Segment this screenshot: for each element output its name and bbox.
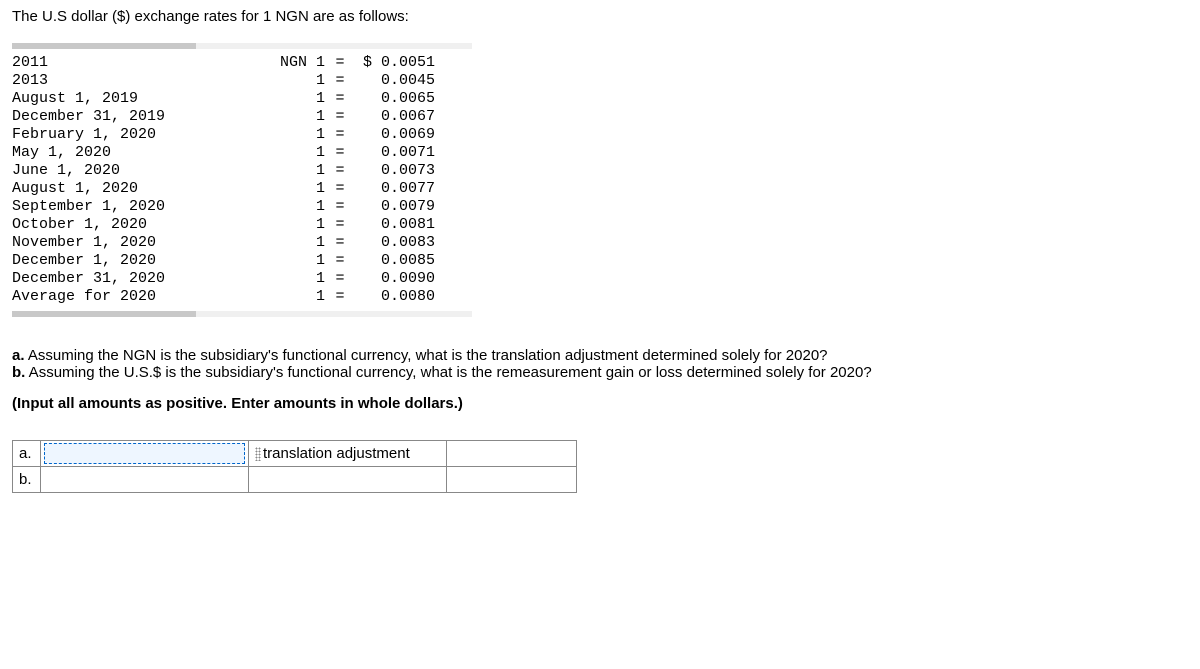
rate-equals: =: [325, 53, 355, 71]
answer-a-dropdown-cell[interactable]: [41, 441, 249, 467]
rate-unit: 1: [277, 287, 325, 305]
rate-unit: 1: [277, 269, 325, 287]
rate-equals: =: [325, 269, 355, 287]
rate-row: 20131=0.0045: [12, 71, 435, 89]
rate-date: Average for 2020: [12, 287, 277, 305]
rate-value: 0.0069: [355, 125, 435, 143]
exchange-rates-table: 2011NGN 1=$ 0.005120131=0.0045August 1, …: [12, 53, 435, 305]
rate-equals: =: [325, 107, 355, 125]
rate-date: June 1, 2020: [12, 161, 277, 179]
question-a: a. Assuming the NGN is the subsidiary's …: [12, 347, 1188, 364]
rate-value: $ 0.0051: [355, 53, 435, 71]
rate-value: 0.0085: [355, 251, 435, 269]
rate-equals: =: [325, 143, 355, 161]
rate-row: June 1, 20201=0.0073: [12, 161, 435, 179]
rate-equals: =: [325, 287, 355, 305]
answer-b-desc-cell[interactable]: [249, 467, 447, 493]
rate-date: February 1, 2020: [12, 125, 277, 143]
scrollbar-top: [12, 43, 472, 49]
input-instruction: (Input all amounts as positive. Enter am…: [12, 395, 1188, 412]
rate-equals: =: [325, 233, 355, 251]
question-a-label: a.: [12, 347, 25, 364]
rate-date: November 1, 2020: [12, 233, 277, 251]
rate-unit: 1: [277, 71, 325, 89]
rate-equals: =: [325, 71, 355, 89]
rate-value: 0.0081: [355, 215, 435, 233]
rate-row: December 1, 20201=0.0085: [12, 251, 435, 269]
question-b-text: Assuming the U.S.$ is the subsidiary's f…: [25, 364, 871, 381]
intro-text: The U.S dollar ($) exchange rates for 1 …: [12, 8, 1188, 25]
answer-b-amount-cell[interactable]: [447, 467, 577, 493]
rate-value: 0.0080: [355, 287, 435, 305]
rate-unit: 1: [277, 251, 325, 269]
rate-row: November 1, 20201=0.0083: [12, 233, 435, 251]
answer-a-desc-text: translation adjustment: [263, 445, 410, 462]
question-a-text: Assuming the NGN is the subsidiary's fun…: [25, 347, 828, 364]
rate-row: May 1, 20201=0.0071: [12, 143, 435, 161]
rate-unit: 1: [277, 89, 325, 107]
rate-equals: =: [325, 251, 355, 269]
rates-block: 2011NGN 1=$ 0.005120131=0.0045August 1, …: [12, 43, 1188, 317]
selection-highlight: [44, 443, 245, 464]
answer-a-label: a.: [13, 441, 41, 467]
question-b: b. Assuming the U.S.$ is the subsidiary'…: [12, 364, 1188, 381]
answer-a-amount-cell[interactable]: [447, 441, 577, 467]
rate-row: 2011NGN 1=$ 0.0051: [12, 53, 435, 71]
rate-date: August 1, 2020: [12, 179, 277, 197]
rate-date: August 1, 2019: [12, 89, 277, 107]
rate-row: December 31, 20191=0.0067: [12, 107, 435, 125]
rate-date: December 31, 2020: [12, 269, 277, 287]
rate-row: December 31, 20201=0.0090: [12, 269, 435, 287]
rate-row: February 1, 20201=0.0069: [12, 125, 435, 143]
rate-value: 0.0073: [355, 161, 435, 179]
rate-value: 0.0083: [355, 233, 435, 251]
rate-unit: NGN 1: [277, 53, 325, 71]
rate-unit: 1: [277, 161, 325, 179]
rate-value: 0.0090: [355, 269, 435, 287]
rate-unit: 1: [277, 143, 325, 161]
rate-equals: =: [325, 215, 355, 233]
rate-equals: =: [325, 125, 355, 143]
rate-value: 0.0065: [355, 89, 435, 107]
scrollbar-bottom: [12, 311, 472, 317]
rate-date: May 1, 2020: [12, 143, 277, 161]
rate-date: December 1, 2020: [12, 251, 277, 269]
answer-table: a. translation adjustment b.: [12, 440, 577, 493]
question-b-label: b.: [12, 364, 25, 381]
rate-unit: 1: [277, 233, 325, 251]
rate-date: 2011: [12, 53, 277, 71]
rate-equals: =: [325, 161, 355, 179]
rate-value: 0.0045: [355, 71, 435, 89]
rate-row: August 1, 20201=0.0077: [12, 179, 435, 197]
answer-row-a: a. translation adjustment: [13, 441, 577, 467]
drag-handle-icon: [255, 447, 261, 461]
rate-value: 0.0077: [355, 179, 435, 197]
rate-date: September 1, 2020: [12, 197, 277, 215]
rate-value: 0.0071: [355, 143, 435, 161]
rate-row: September 1, 20201=0.0079: [12, 197, 435, 215]
rate-value: 0.0079: [355, 197, 435, 215]
rate-date: December 31, 2019: [12, 107, 277, 125]
rate-date: October 1, 2020: [12, 215, 277, 233]
rate-date: 2013: [12, 71, 277, 89]
answer-row-b: b.: [13, 467, 577, 493]
rate-unit: 1: [277, 107, 325, 125]
answer-b-label: b.: [13, 467, 41, 493]
rate-equals: =: [325, 179, 355, 197]
answer-b-dropdown-cell[interactable]: [41, 467, 249, 493]
answer-a-desc-cell[interactable]: translation adjustment: [249, 441, 447, 467]
rate-unit: 1: [277, 179, 325, 197]
rate-row: August 1, 20191=0.0065: [12, 89, 435, 107]
rate-unit: 1: [277, 125, 325, 143]
rate-value: 0.0067: [355, 107, 435, 125]
rate-unit: 1: [277, 215, 325, 233]
rate-unit: 1: [277, 197, 325, 215]
rate-equals: =: [325, 89, 355, 107]
rate-row: Average for 20201=0.0080: [12, 287, 435, 305]
rate-equals: =: [325, 197, 355, 215]
rate-row: October 1, 20201=0.0081: [12, 215, 435, 233]
